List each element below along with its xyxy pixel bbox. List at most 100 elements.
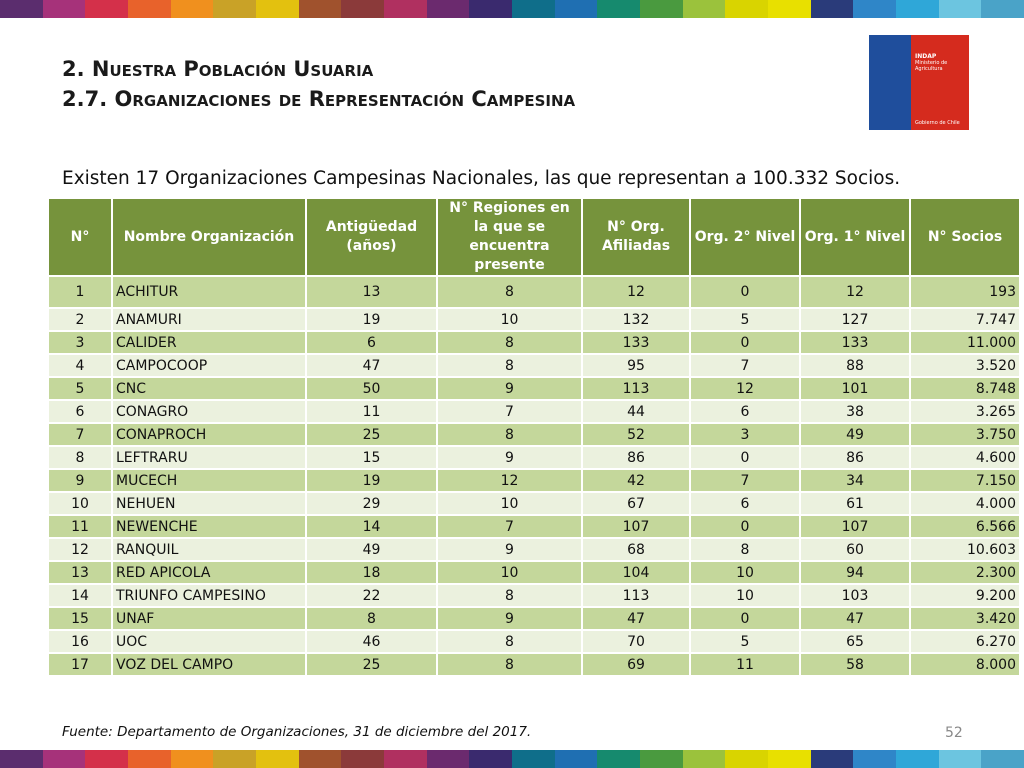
cell: 104 <box>581 560 691 585</box>
cell: 8 <box>689 537 801 562</box>
cell: 50 <box>305 376 438 401</box>
cell: 133 <box>799 330 911 355</box>
subtitle: 2.7. Organizaciones de Representación Ca… <box>62 87 576 111</box>
cell: TRIUNFO CAMPESINO <box>111 583 307 608</box>
cell: 103 <box>799 583 911 608</box>
cell: 3 <box>689 422 801 447</box>
cell: 10 <box>689 560 801 585</box>
row: 8 LEFTRARU 15 9 86 0 86 4.600 <box>47 445 1021 470</box>
cell: 68 <box>581 537 691 562</box>
row: 9 MUCECH 19 12 42 7 34 7.150 <box>47 468 1021 493</box>
cell: 0 <box>689 445 801 470</box>
logo: INDAP Ministerio de Agricultura Gobierno d… <box>869 35 969 130</box>
logo-name: INDAP <box>915 53 937 60</box>
cell: 6.270 <box>909 629 1021 654</box>
cell: 107 <box>799 514 911 539</box>
cell: 101 <box>799 376 911 401</box>
cell: 42 <box>581 468 691 493</box>
cell: 3.750 <box>909 422 1021 447</box>
column-header: Antigüedad (años) <box>305 197 438 277</box>
cell: 58 <box>799 652 911 677</box>
cell: CONAPROCH <box>111 422 307 447</box>
cell: 8.748 <box>909 376 1021 401</box>
cell: CALIDER <box>111 330 307 355</box>
cell: 193 <box>909 275 1021 309</box>
cell: 107 <box>581 514 691 539</box>
cell: 8 <box>436 583 583 608</box>
cell: 86 <box>581 445 691 470</box>
cell: 49 <box>799 422 911 447</box>
column-header: Org. 1° Nivel <box>799 197 911 277</box>
cell: 19 <box>305 468 438 493</box>
cell: 3.520 <box>909 353 1021 378</box>
cell: 12 <box>689 376 801 401</box>
cell: 6 <box>689 491 801 516</box>
cell: 94 <box>799 560 911 585</box>
cell: 11 <box>305 399 438 424</box>
source: Fuente: Departamento de Organizaciones, … <box>62 724 532 740</box>
bottom-stripes <box>0 750 1024 768</box>
cell: 9 <box>436 606 583 631</box>
column-header: N° Regiones en la que se encuentra prese… <box>436 197 583 277</box>
cell: 1 <box>47 275 113 309</box>
row: 14 TRIUNFO CAMPESINO 22 8 113 10 103 9.200 <box>47 583 1021 608</box>
cell: 34 <box>799 468 911 493</box>
top-stripes <box>0 0 1024 18</box>
cell: 8 <box>436 330 583 355</box>
cell: 86 <box>799 445 911 470</box>
column-header: N° <box>47 197 113 277</box>
row: 13 RED APICOLA 18 10 104 10 94 2.300 <box>47 560 1021 585</box>
cell: NEWENCHE <box>111 514 307 539</box>
cell: 7.150 <box>909 468 1021 493</box>
cell: 3 <box>47 330 113 355</box>
row: 7 CONAPROCH 25 8 52 3 49 3.750 <box>47 422 1021 447</box>
cell: 0 <box>689 275 801 309</box>
cell: 15 <box>305 445 438 470</box>
cell: 15 <box>47 606 113 631</box>
row: 12 RANQUIL 49 9 68 8 60 10.603 <box>47 537 1021 562</box>
cell: 12 <box>436 468 583 493</box>
cell: UNAF <box>111 606 307 631</box>
cell: 7 <box>689 353 801 378</box>
column-header: Nombre Organización <box>111 197 307 277</box>
cell: 49 <box>305 537 438 562</box>
cell: 0 <box>689 514 801 539</box>
cell: RED APICOLA <box>111 560 307 585</box>
cell: 46 <box>305 629 438 654</box>
cell: 12 <box>799 275 911 309</box>
cell: 7.747 <box>909 307 1021 332</box>
cell: 61 <box>799 491 911 516</box>
row: 11 NEWENCHE 14 7 107 0 107 6.566 <box>47 514 1021 539</box>
cell: 11 <box>689 652 801 677</box>
cell: 25 <box>305 422 438 447</box>
cell: 47 <box>581 606 691 631</box>
column-header: N° Socios <box>909 197 1021 277</box>
column-header: Org. 2° Nivel <box>689 197 801 277</box>
row: 16 UOC 46 8 70 5 65 6.270 <box>47 629 1021 654</box>
cell: 38 <box>799 399 911 424</box>
cell: 8.000 <box>909 652 1021 677</box>
cell: 88 <box>799 353 911 378</box>
cell: 47 <box>305 353 438 378</box>
cell: VOZ DEL CAMPO <box>111 652 307 677</box>
cell: CONAGRO <box>111 399 307 424</box>
cell: 44 <box>581 399 691 424</box>
cell: 52 <box>581 422 691 447</box>
cell: 5 <box>689 307 801 332</box>
cell: 5 <box>47 376 113 401</box>
logo-ministry: Ministerio de Agricultura <box>915 60 948 72</box>
cell: 14 <box>305 514 438 539</box>
cell: 113 <box>581 583 691 608</box>
cell: 113 <box>581 376 691 401</box>
cell: 5 <box>689 629 801 654</box>
cell: 8 <box>436 629 583 654</box>
cell: LEFTRARU <box>111 445 307 470</box>
cell: 12 <box>47 537 113 562</box>
cell: 8 <box>436 353 583 378</box>
cell: 6 <box>689 399 801 424</box>
cell: 67 <box>581 491 691 516</box>
cell: 127 <box>799 307 911 332</box>
cell: CNC <box>111 376 307 401</box>
cell: 0 <box>689 606 801 631</box>
cell: ANAMURI <box>111 307 307 332</box>
